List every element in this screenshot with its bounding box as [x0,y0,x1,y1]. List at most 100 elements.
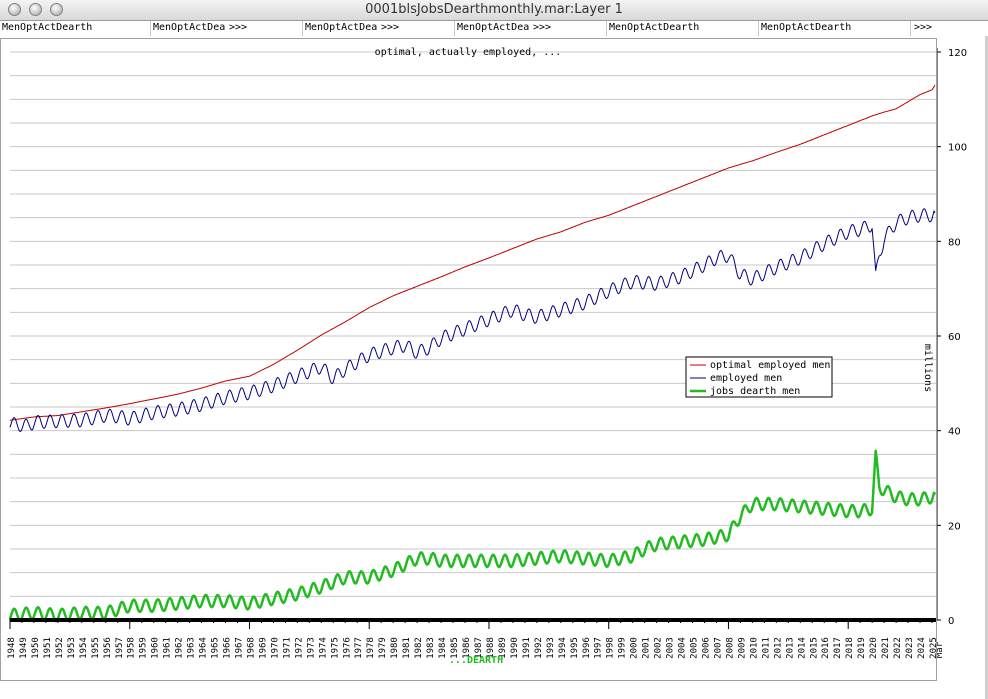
x-tick-label: 2013 [785,637,795,659]
x-tick-label: 1964 [199,637,209,659]
x-tick-label: 2023 [905,637,915,659]
menu-item-6[interactable]: MenOptActDearth [761,22,852,33]
minimize-window-button[interactable] [29,3,42,16]
x-tick-label: 1988 [486,637,496,659]
x-tick-label: 1974 [318,637,328,659]
x-tick-label: 2020 [869,637,879,659]
x-tick-label: 2007 [713,637,723,659]
series-line-0 [9,84,936,421]
x-tick-label: 1981 [402,637,412,659]
x-tick-label: 1984 [438,637,448,659]
x-tick-label: 1954 [79,637,89,659]
x-tick-label: 1961 [163,637,173,659]
x-tick-label: 2014 [797,637,807,659]
x-tick-label: 2004 [678,637,688,659]
x-tick-label: 2000 [630,637,640,659]
x-tick-label: 1987 [474,637,484,659]
legend-entry: employed men [710,373,782,384]
menu-item-2[interactable]: MenOptActDea >>> [153,22,248,33]
x-tick-label: 1956 [103,637,113,659]
close-window-button[interactable] [8,3,21,16]
series-line-1 [9,208,936,432]
x-tick-label: 2017 [833,637,843,659]
x-tick-label: 2002 [654,637,664,659]
menu-separator [454,21,455,36]
x-tick-label: 2012 [773,637,783,659]
x-tick-label: 1989 [498,637,508,659]
line-chart: 0 20 40 60 80 100 120 optimal, actually employ… [0,36,985,699]
x-tick-label: 2019 [857,637,867,659]
y-tick-label: 40 [948,427,961,438]
window-resize-edge[interactable] [985,36,988,699]
x-tick-label: 1957 [115,637,125,659]
x-tick-label: 1948 [7,637,17,659]
menu-separator [910,21,911,36]
x-tick-label: 2001 [642,637,652,659]
x-tick-label: 1963 [187,637,197,659]
menu-item-1[interactable]: MenOptActDearth [2,22,93,33]
x-tick-label: 2024 [917,637,927,659]
x-tick-label: 1999 [618,637,628,659]
y-tick-label: 0 [948,616,954,627]
x-tick-label: 1990 [510,637,520,659]
x-tick-label: 2025 [929,637,939,659]
chart-background [0,36,985,699]
x-tick-label: 2009 [737,637,747,659]
x-tick-label: 1960 [151,637,161,659]
x-tick-label: 1975 [330,637,340,659]
menu-item-5[interactable]: MenOptActDearth [609,22,700,33]
x-tick-label: 1998 [606,637,616,659]
x-tick-label: 1978 [366,637,376,659]
x-tick-label: 2003 [666,637,676,659]
x-tick-label: 1977 [354,637,364,659]
x-tick-label: 1955 [91,637,101,659]
x-tick-label: 1979 [378,637,388,659]
window-title: 0001blsJobsDearthmonthly.mar:Layer 1 [365,2,623,17]
y-tick-label: 120 [948,48,967,59]
x-tick-label: 1951 [43,637,53,659]
plot-frame [0,38,937,681]
x-tick-label: 1985 [450,637,460,659]
x-tick-label: 1996 [582,637,592,659]
x-tick-label: 1969 [258,637,268,659]
y-tick-label: 20 [948,521,961,532]
series-lines [8,84,937,623]
x-tick-label: 1993 [546,637,556,659]
x-tick-label: 1997 [594,637,604,659]
x-tick-label: 2006 [701,637,711,659]
x-tick-label: 1962 [175,637,185,659]
x-tick-label: 1952 [55,637,65,659]
menu-bar: MenOptActDearth MenOptActDea >>> MenOptAc… [0,21,988,37]
x-tick-label: 2022 [893,637,903,659]
x-tick-label: 1995 [570,637,580,659]
menu-separator [606,21,607,36]
x-tick-label: 1973 [306,637,316,659]
x-tick-label: 1991 [522,637,532,659]
menu-item-3[interactable]: MenOptActDea >>> [305,22,400,33]
x-tick-label: 1950 [31,637,41,659]
x-tick-label: 2015 [809,637,819,659]
x-tick-label: 1980 [390,637,400,659]
x-tick-label: 2005 [690,637,700,659]
x-tick-label: 1992 [534,637,544,659]
x-tick-label: 1983 [426,637,436,659]
x-tick-label: 1965 [211,637,221,659]
y-tick-label: 80 [948,237,961,248]
x-axis-ticks: 1948 1949 1950 1951 1952 1953 1954 1955 1956 1957… [7,618,945,659]
menu-separator [302,21,303,36]
y-tick-label: 60 [948,332,961,343]
menu-item-4[interactable]: MenOptActDea >>> [457,22,552,33]
x-tick-label: 2010 [749,637,759,659]
zoom-window-button[interactable] [50,3,63,16]
x-tick-label: 1968 [246,637,256,659]
legend-entry: optimal employed men [710,360,830,371]
window-titlebar: 0001blsJobsDearthmonthly.mar:Layer 1 [0,0,988,21]
x-tick-label: Mar [935,641,945,658]
x-tick-label: 1958 [127,637,137,659]
menu-item-more[interactable]: >>> [914,22,933,33]
x-tick-label: 1953 [67,637,77,659]
x-tick-label: 2011 [761,637,771,659]
menu-separator [150,21,151,36]
chart-title: optimal, actually employed, ... [375,47,562,58]
legend: optimal employed men employed men jobs dea… [685,356,833,398]
